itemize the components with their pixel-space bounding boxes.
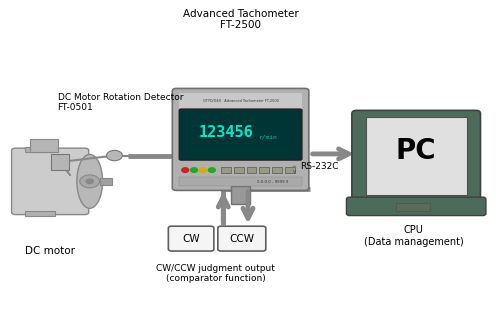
Bar xyxy=(396,203,430,211)
Bar xyxy=(259,168,269,173)
Bar xyxy=(272,168,282,173)
FancyBboxPatch shape xyxy=(172,88,309,191)
FancyBboxPatch shape xyxy=(168,226,214,251)
Text: Advanced Tachometer
FT-2500: Advanced Tachometer FT-2500 xyxy=(183,9,299,30)
FancyBboxPatch shape xyxy=(352,110,481,204)
FancyBboxPatch shape xyxy=(179,109,302,160)
Circle shape xyxy=(208,168,215,172)
Text: DC Motor Rotation Detector
FT-0501: DC Motor Rotation Detector FT-0501 xyxy=(58,93,183,112)
Text: DC motor: DC motor xyxy=(25,246,75,256)
Text: ^: ^ xyxy=(292,165,296,170)
Bar xyxy=(366,117,467,195)
FancyBboxPatch shape xyxy=(218,226,266,251)
Circle shape xyxy=(86,179,94,184)
Bar xyxy=(25,211,55,216)
Text: 123456: 123456 xyxy=(199,125,254,140)
Text: 0.0.0.0 - 9999.9: 0.0.0.0 - 9999.9 xyxy=(257,180,288,184)
Bar xyxy=(221,168,231,173)
FancyBboxPatch shape xyxy=(346,197,486,215)
Text: r/min: r/min xyxy=(258,134,277,140)
Bar xyxy=(30,139,58,152)
Bar xyxy=(100,178,112,185)
Text: OTYO/O49   Advanced Tachometer FT-2500: OTYO/O49 Advanced Tachometer FT-2500 xyxy=(203,99,279,103)
Ellipse shape xyxy=(77,155,103,208)
Bar xyxy=(285,168,295,173)
Circle shape xyxy=(182,168,188,172)
Bar xyxy=(25,146,55,152)
Text: CW: CW xyxy=(183,234,200,244)
Bar xyxy=(179,93,303,109)
Bar xyxy=(51,154,69,170)
Text: CPU
(Data management): CPU (Data management) xyxy=(364,225,464,247)
Text: v: v xyxy=(292,169,296,174)
Circle shape xyxy=(190,168,197,172)
Bar xyxy=(179,177,303,186)
Text: CCW: CCW xyxy=(229,234,254,244)
Text: CW/CCW judgment output
(comparator function): CW/CCW judgment output (comparator funct… xyxy=(156,264,275,283)
Bar xyxy=(234,168,244,173)
Circle shape xyxy=(80,175,100,188)
Circle shape xyxy=(107,150,123,161)
Bar xyxy=(247,168,256,173)
Text: PC: PC xyxy=(396,137,436,165)
Text: RS-232C: RS-232C xyxy=(301,162,339,171)
Bar xyxy=(231,186,250,204)
FancyBboxPatch shape xyxy=(11,148,89,214)
Circle shape xyxy=(199,168,206,172)
